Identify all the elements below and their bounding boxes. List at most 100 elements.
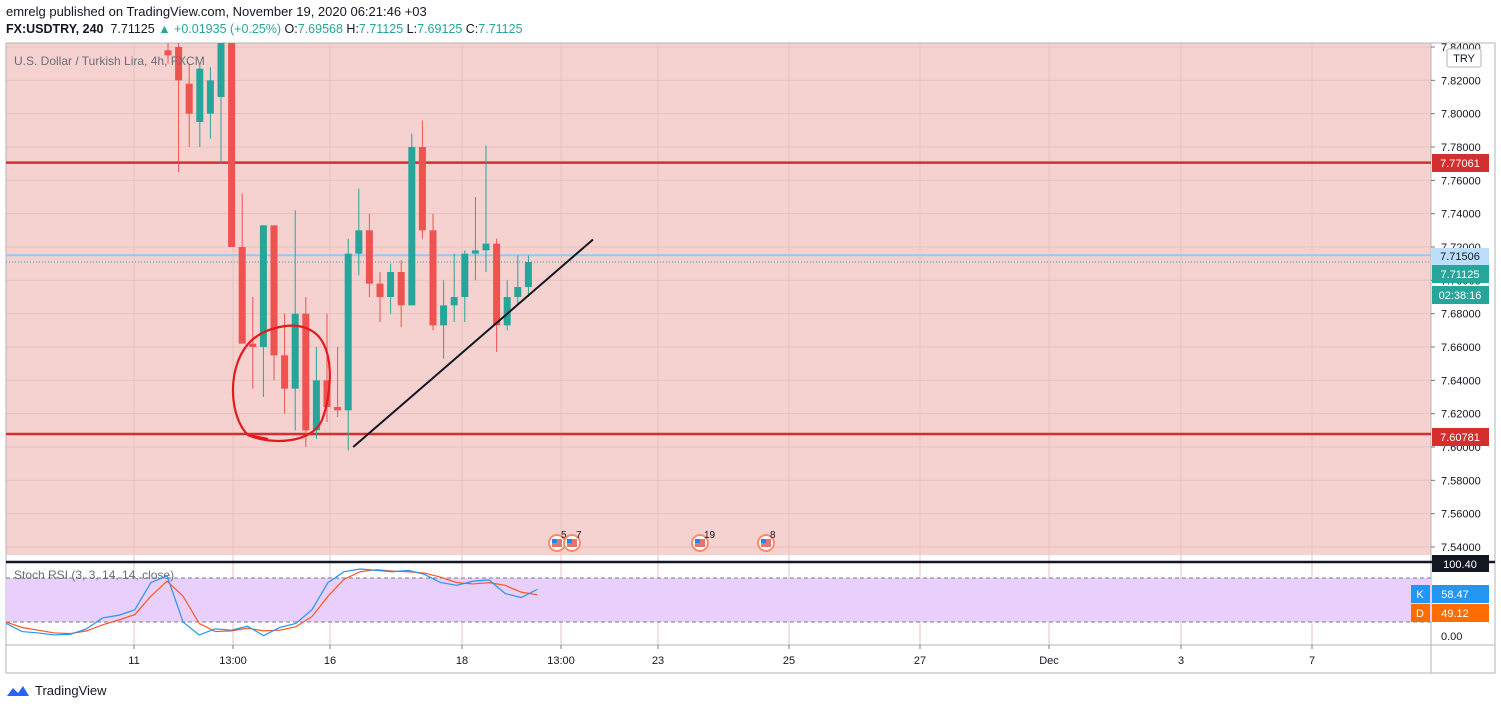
candle-down [365, 230, 373, 284]
time-tick-label: 27 [914, 655, 926, 667]
legend-title: U.S. Dollar / Turkish Lira, 4h, FXCM [14, 54, 205, 68]
price-tick-label: 7.78000 [1441, 142, 1481, 154]
grid [6, 43, 1431, 645]
flag-canton [695, 539, 700, 543]
price-tick-label: 7.80000 [1441, 109, 1481, 121]
circle-tail [247, 433, 269, 441]
candle-down [238, 247, 246, 344]
resistance-label-bg [1432, 154, 1489, 172]
rsi-min-label: 0.00 [1441, 631, 1462, 643]
event-count: 7 [576, 530, 582, 541]
flag-canton [552, 539, 557, 543]
highlight-zone [6, 43, 1431, 555]
close-value: 7.71125 [478, 22, 523, 36]
blue-line-label-bg [1432, 248, 1489, 265]
candle-down [334, 407, 342, 411]
candle-down [323, 380, 331, 407]
trendline[interactable] [352, 238, 594, 448]
event-marker[interactable]: 8 [757, 530, 776, 552]
uptrend-line[interactable] [352, 238, 594, 448]
candle-down [376, 283, 384, 297]
price-change: ▲ +0.01935 (+0.25%) [158, 22, 282, 36]
time-tick-label: 11 [128, 655, 139, 667]
publisher-line: emrelg published on TradingView.com, Nov… [6, 4, 427, 19]
candle-up [387, 272, 395, 297]
currency-badge-label: TRY [1453, 53, 1475, 65]
price-tick-label: 7.76000 [1441, 175, 1481, 187]
event-count: 8 [770, 530, 776, 541]
economic-events[interactable]: 5 7 19 8 [548, 530, 776, 552]
countdown-label-bg [1432, 286, 1489, 304]
candle-down [302, 313, 310, 431]
last-price-label: 7.71125 [1441, 269, 1480, 281]
rsi-k-tag-bg [1411, 585, 1430, 603]
stoch-rsi-pane[interactable]: Stoch RSI (3, 3, 14, 14, close) 100.40 K… [5, 555, 1495, 643]
price-axis[interactable]: 7.840007.820007.800007.780007.760007.740… [1431, 42, 1481, 554]
last-price-label-bg [1432, 265, 1489, 283]
rsi-k-value: 58.47 [1441, 589, 1469, 601]
tradingview-logo[interactable]: TradingView [6, 683, 107, 698]
rsi-d-value-bg [1432, 604, 1489, 622]
countdown-label: 02:38:16 [1439, 290, 1482, 302]
currency-badge[interactable]: TRY [1446, 48, 1482, 68]
candle-up [344, 253, 352, 411]
rsi-band [6, 578, 1431, 622]
support-label-bg [1432, 428, 1489, 446]
time-tick-label: 18 [456, 655, 468, 667]
price-tick-label: 7.54000 [1441, 542, 1481, 554]
price-tick-label: 7.68000 [1441, 309, 1481, 321]
high-value: 7.71125 [358, 22, 404, 36]
candle-down [418, 147, 426, 231]
chart-legend: U.S. Dollar / Turkish Lira, 4h, FXCM [14, 54, 205, 68]
candle-up [450, 297, 458, 306]
candle-down [397, 272, 405, 306]
time-tick-label: 13:00 [219, 655, 247, 667]
rsi-d-tag: D [1416, 608, 1424, 620]
event-marker[interactable]: 7 [563, 530, 582, 552]
low-label: L: [406, 22, 418, 36]
candle-up [408, 147, 416, 306]
time-tick-label: 3 [1178, 655, 1184, 667]
candle-up [291, 313, 299, 389]
chart-frame [5, 42, 1496, 674]
event-marker[interactable]: 5 [548, 530, 567, 552]
time-axis[interactable]: 11 13:00 16 18 13:00 23 25 27 Dec 3 7 [128, 645, 1315, 667]
price-tick-label: 7.64000 [1441, 375, 1481, 387]
time-tick-label: 25 [783, 655, 795, 667]
time-tick-label: Dec [1039, 655, 1059, 667]
rsi-d-tag-bg [1411, 604, 1430, 622]
time-tick-label: 23 [652, 655, 664, 667]
candle-up [217, 43, 225, 97]
candle-down [249, 343, 257, 347]
candle-up [206, 80, 214, 114]
candle-up [482, 243, 490, 251]
price-tick-label: 7.74000 [1441, 209, 1481, 221]
candle-up [524, 262, 532, 287]
event-count: 19 [704, 530, 716, 541]
resistance-price-label: 7.77061 [1440, 158, 1480, 170]
price-tick-label: 7.58000 [1441, 475, 1481, 487]
flag-canton [567, 539, 572, 543]
flag-canton [761, 539, 766, 543]
candle-down [175, 47, 183, 81]
time-tick-label: 13:00 [547, 655, 575, 667]
close-label: C: [465, 22, 479, 36]
rsi-d-value: 49.12 [1441, 608, 1469, 620]
open-label: O: [284, 22, 298, 36]
rsi-k-tag: K [1416, 589, 1424, 601]
symbol-label: FX:USDTRY, 240 [6, 22, 104, 36]
candle-up [259, 225, 267, 347]
candle-up [514, 287, 522, 297]
candle-up [440, 305, 448, 326]
open-value: 7.69568 [297, 22, 343, 36]
event-marker[interactable]: 19 [691, 530, 716, 552]
price-tick-label: 7.62000 [1441, 409, 1481, 421]
candle-down [429, 230, 437, 326]
candle-down [185, 83, 193, 114]
last-price: 7.71125 [110, 22, 155, 36]
blue-line-price-label: 7.71506 [1440, 251, 1480, 263]
price-tick-label: 7.56000 [1441, 509, 1481, 521]
price-tick-label: 7.66000 [1441, 342, 1481, 354]
candle-up [312, 380, 320, 431]
